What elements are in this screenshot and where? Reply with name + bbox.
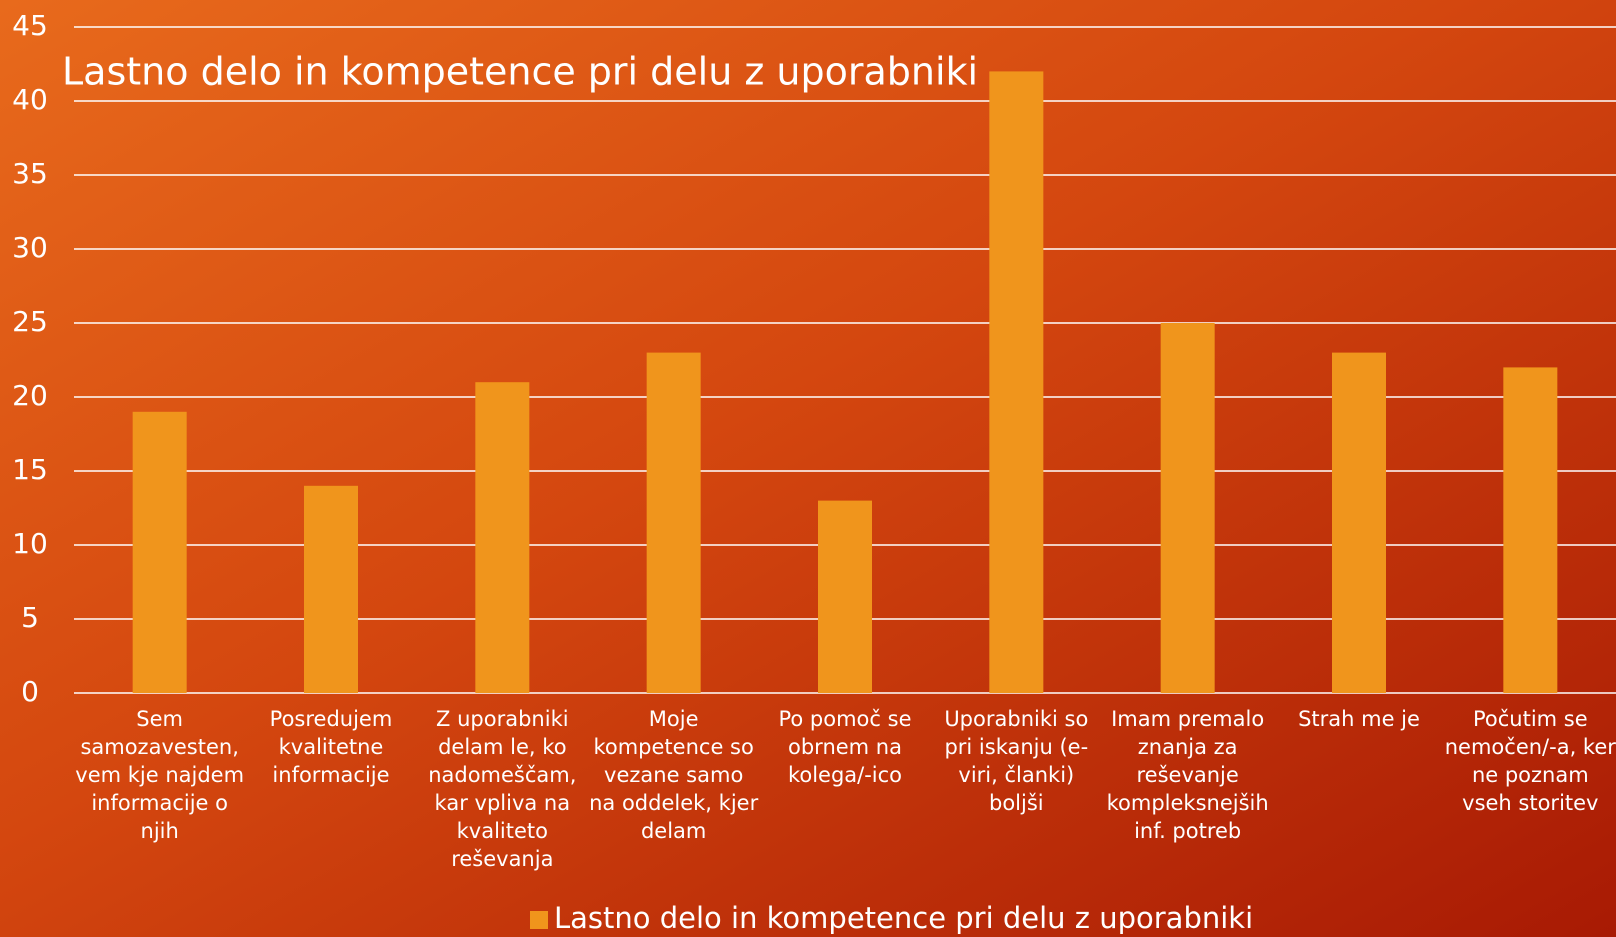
bar [132,411,187,693]
y-tick-label: 40 [12,83,48,116]
y-tick-label: 25 [12,305,48,338]
y-tick-label: 30 [12,231,48,264]
x-tick-label: Uporabniki so pri iskanju (e-viri, člank… [944,707,1089,815]
y-tick-label: 5 [21,601,39,634]
x-tick-label: Strah me je [1298,707,1420,731]
x-tick-label: Imam premalo znanja za reševanje komplek… [1106,707,1269,843]
x-tick-label: Počutim se nemočen/-a, ker ne poznam vse… [1444,707,1616,815]
x-tick-label: Posredujem kvalitetne informacije [269,707,393,787]
bar [1503,367,1558,693]
y-tick-label: 20 [12,379,48,412]
y-tick-label: 0 [21,675,39,708]
y-tick-label: 45 [12,9,48,42]
bar [475,382,530,693]
bar [1160,323,1215,693]
y-tick-label: 15 [12,453,48,486]
chart-title: Lastno delo in kompetence pri delu z upo… [62,50,978,94]
bar [818,500,872,693]
x-tick-label: Po pomoč se obrnem na kolega/-ico [778,707,912,787]
x-tick-label: Sem samozavesten, vem kje najdem informa… [75,707,245,843]
x-tick-label: Moje kompetence so vezane samo na oddele… [589,707,759,843]
bar [646,352,701,693]
legend-label: Lastno delo in kompetence pri delu z upo… [554,901,1253,935]
bar [1332,352,1386,693]
bar [989,71,1044,693]
legend-swatch [530,911,548,929]
bar [304,485,358,693]
x-tick-label: Z uporabniki delam le, ko nadomeščam, ka… [428,707,577,871]
y-tick-label: 35 [12,157,48,190]
y-tick-label: 10 [12,527,48,560]
